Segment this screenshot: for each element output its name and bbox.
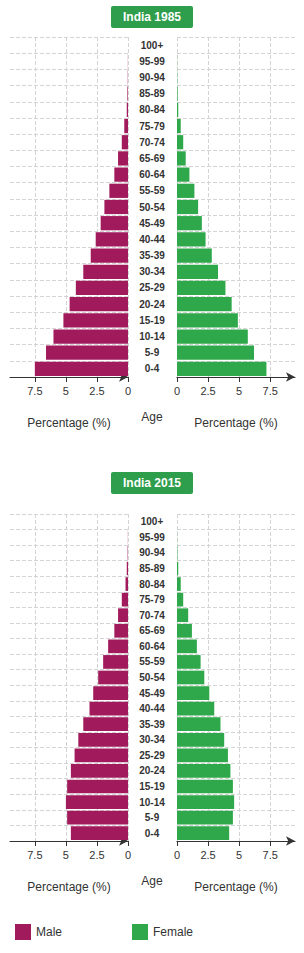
svg-text:60-64: 60-64 [139,169,165,180]
svg-text:35-39: 35-39 [139,250,165,261]
svg-text:5: 5 [63,385,69,397]
svg-text:2.5: 2.5 [200,385,215,397]
svg-text:45-49: 45-49 [139,218,165,229]
svg-text:75-79: 75-79 [139,121,165,132]
svg-text:40-44: 40-44 [139,234,165,245]
svg-text:90-94: 90-94 [139,547,165,558]
svg-text:10-14: 10-14 [139,331,165,342]
svg-text:Percentage (%): Percentage (%) [27,880,110,894]
svg-text:30-34: 30-34 [139,266,165,277]
svg-text:0: 0 [174,849,180,861]
svg-text:Age: Age [141,874,163,888]
svg-text:25-29: 25-29 [139,750,165,761]
svg-text:0: 0 [174,385,180,397]
svg-text:40-44: 40-44 [139,703,165,714]
svg-text:7.5: 7.5 [27,849,42,861]
svg-text:85-89: 85-89 [139,563,165,574]
svg-text:60-64: 60-64 [139,641,165,652]
svg-text:25-29: 25-29 [139,282,165,293]
svg-text:65-69: 65-69 [139,625,165,636]
svg-text:India 1985: India 1985 [123,10,181,24]
svg-text:Percentage (%): Percentage (%) [194,416,277,430]
svg-text:95-99: 95-99 [139,56,165,67]
svg-text:0: 0 [125,849,131,861]
svg-text:2.5: 2.5 [89,385,104,397]
svg-text:70-74: 70-74 [139,137,165,148]
svg-text:10-14: 10-14 [139,797,165,808]
svg-text:20-24: 20-24 [139,765,165,776]
svg-text:50-54: 50-54 [139,672,165,683]
svg-text:85-89: 85-89 [139,88,165,99]
svg-text:7.5: 7.5 [263,849,278,861]
svg-text:Female: Female [153,925,193,939]
svg-text:0-4: 0-4 [145,363,160,374]
svg-text:70-74: 70-74 [139,610,165,621]
svg-text:35-39: 35-39 [139,719,165,730]
svg-text:5-9: 5-9 [145,347,160,358]
svg-text:65-69: 65-69 [139,153,165,164]
svg-text:95-99: 95-99 [139,532,165,543]
svg-text:55-59: 55-59 [139,185,165,196]
svg-text:Male: Male [36,925,62,939]
svg-text:5: 5 [236,385,242,397]
svg-text:Percentage (%): Percentage (%) [194,880,277,894]
svg-text:0: 0 [125,385,131,397]
svg-text:15-19: 15-19 [139,315,165,326]
svg-text:80-84: 80-84 [139,104,165,115]
svg-text:50-54: 50-54 [139,202,165,213]
svg-text:5: 5 [63,849,69,861]
svg-text:2.5: 2.5 [200,849,215,861]
svg-text:20-24: 20-24 [139,299,165,310]
svg-text:90-94: 90-94 [139,72,165,83]
svg-text:45-49: 45-49 [139,688,165,699]
svg-text:100+: 100+ [141,40,164,51]
svg-text:Age: Age [141,410,163,424]
svg-text:7.5: 7.5 [27,385,42,397]
svg-text:55-59: 55-59 [139,656,165,667]
svg-text:Percentage (%): Percentage (%) [27,416,110,430]
svg-text:7.5: 7.5 [263,385,278,397]
svg-text:75-79: 75-79 [139,594,165,605]
svg-text:15-19: 15-19 [139,781,165,792]
svg-text:100+: 100+ [141,516,164,527]
svg-text:India 2015: India 2015 [123,476,181,490]
svg-text:0-4: 0-4 [145,828,160,839]
svg-text:5: 5 [236,849,242,861]
svg-text:30-34: 30-34 [139,734,165,745]
svg-text:80-84: 80-84 [139,579,165,590]
svg-text:5-9: 5-9 [145,812,160,823]
svg-text:2.5: 2.5 [89,849,104,861]
